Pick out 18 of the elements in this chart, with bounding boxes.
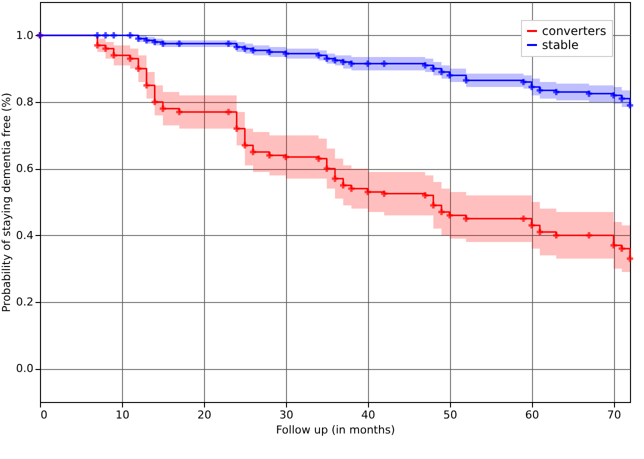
x-tick-label: 30 [279,408,294,422]
x-tick-label: 60 [525,408,540,422]
x-tick-label: 50 [443,408,458,422]
x-tick-label: 70 [607,408,622,422]
y-tick-label: 0.8 [16,96,34,108]
x-tick-label: 0 [40,408,48,422]
x-axis-title: Follow up (in months) [276,424,395,436]
x-tick-label: 40 [361,408,376,422]
legend-label: stable [542,38,579,52]
x-tick-label: 20 [197,408,212,422]
x-tick-label: 10 [115,408,130,422]
y-tick-label: 0.4 [16,228,34,242]
legend-label: converters [542,24,606,38]
y-tick-label: 0.2 [16,296,34,308]
y-tick-label: 1.0 [16,28,34,42]
y-axis-title: Probability of staying dementia free (%) [0,92,14,312]
y-tick-label: 0.0 [16,362,34,376]
y-tick-label: 0.6 [16,162,34,176]
